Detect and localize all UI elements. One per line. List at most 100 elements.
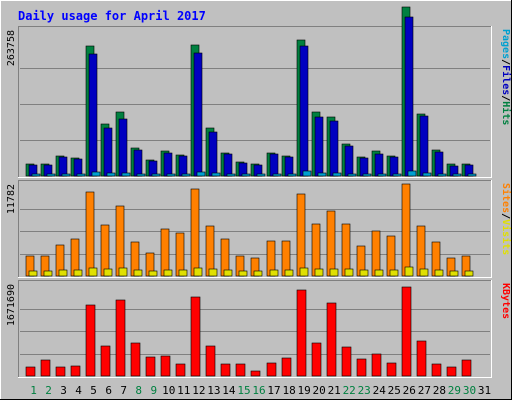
day-label-24: 24 [373, 384, 387, 397]
bar-visits-day-16 [253, 270, 263, 277]
bar-visits-day-1 [28, 270, 38, 277]
day-label-28: 28 [433, 384, 446, 397]
bar-visits-day-15 [238, 270, 248, 277]
chart-title: Daily usage for April 2017 [18, 9, 206, 23]
bar-files-day-8 [133, 149, 143, 177]
bar-sites-day-22 [341, 223, 351, 277]
bar-sites-day-27 [416, 225, 426, 277]
legend-entry: / [500, 95, 511, 101]
bar-kbytes-day-18 [281, 357, 292, 377]
day-label-5: 5 [90, 384, 97, 397]
legend-entry: KBytes [500, 283, 511, 319]
bar-pages-day-21 [332, 172, 342, 177]
legend-entry: Visits [500, 219, 512, 255]
bar-visits-day-10 [163, 269, 173, 277]
bar-pages-day-15 [241, 173, 251, 177]
bar-kbytes-day-14 [220, 363, 231, 377]
bar-kbytes-day-16 [250, 370, 261, 377]
bar-sites-day-12 [190, 188, 200, 277]
bar-visits-day-3 [58, 269, 68, 277]
bar-visits-day-24 [374, 269, 384, 277]
bar-kbytes-day-29 [446, 366, 457, 377]
bar-files-day-11 [178, 155, 188, 177]
bar-pages-day-19 [302, 170, 312, 177]
bar-pages-day-4 [76, 173, 86, 177]
bar-files-day-21 [329, 120, 339, 177]
bar-kbytes-day-24 [371, 353, 382, 377]
bar-kbytes-day-23 [356, 358, 367, 377]
bar-visits-day-18 [284, 269, 294, 277]
legend-entry: / [500, 213, 511, 219]
bar-kbytes-day-5 [85, 304, 96, 377]
bar-sites-day-13 [205, 225, 215, 277]
bar-files-day-12 [193, 52, 203, 177]
bar-kbytes-day-27 [416, 340, 427, 377]
bar-kbytes-day-26 [401, 286, 412, 377]
bar-kbytes-day-2 [40, 359, 51, 377]
day-label-1: 1 [30, 384, 37, 397]
bar-files-day-10 [163, 152, 173, 177]
bar-pages-day-6 [106, 172, 116, 177]
bar-pages-day-7 [121, 172, 131, 177]
bar-files-day-20 [314, 116, 324, 177]
bar-kbytes-day-21 [326, 302, 337, 377]
day-label-3: 3 [60, 384, 67, 397]
bar-files-day-24 [374, 153, 384, 177]
bar-kbytes-day-9 [145, 356, 156, 377]
bar-kbytes-day-4 [70, 365, 81, 377]
bar-visits-day-23 [359, 269, 369, 277]
kbytes-panel: 1671690 KBytes [6, 280, 511, 378]
bar-sites-day-21 [326, 210, 336, 277]
bar-pages-day-26 [407, 170, 417, 177]
legend-entry: Pages [500, 29, 511, 59]
bar-kbytes-day-19 [296, 289, 307, 377]
bar-files-day-19 [299, 45, 309, 177]
bar-visits-day-8 [133, 269, 143, 277]
bar-pages-day-25 [392, 173, 402, 177]
day-label-18: 18 [282, 384, 295, 397]
day-label-25: 25 [388, 384, 401, 397]
bar-files-day-22 [344, 145, 354, 177]
day-label-19: 19 [297, 384, 310, 397]
bar-kbytes-day-6 [100, 345, 111, 377]
bar-pages-day-28 [437, 173, 447, 177]
bar-visits-day-12 [193, 267, 203, 277]
legend: Sites/Visits [500, 183, 512, 255]
bar-files-day-23 [359, 157, 369, 177]
day-label-11: 11 [177, 384, 190, 397]
bar-files-day-6 [103, 127, 113, 177]
bar-pages-day-16 [256, 173, 266, 177]
kbytes-panel-frame [18, 280, 492, 378]
bar-files-day-17 [269, 153, 279, 177]
bar-visits-day-25 [389, 269, 399, 277]
bar-visits-day-13 [208, 268, 218, 277]
bar-sites-day-26 [401, 183, 411, 277]
bar-files-day-3 [58, 156, 68, 177]
day-label-26: 26 [403, 384, 416, 397]
bar-pages-day-14 [226, 173, 236, 177]
bar-visits-day-4 [73, 269, 83, 277]
bar-kbytes-day-1 [25, 366, 36, 377]
bar-kbytes-day-11 [175, 363, 186, 377]
bar-pages-day-12 [196, 171, 206, 177]
y-max-label: 1671690 [6, 284, 17, 326]
bar-visits-day-7 [118, 267, 128, 277]
bar-visits-day-5 [88, 267, 98, 277]
bar-pages-day-9 [151, 173, 161, 177]
bar-sites-day-24 [371, 230, 381, 277]
bar-kbytes-day-17 [266, 362, 277, 377]
bar-visits-day-27 [419, 268, 429, 277]
bar-files-day-18 [284, 156, 294, 177]
bar-visits-day-28 [434, 269, 444, 277]
day-axis: 1 2 3 4 5 6 7 8 9 10 11 12 13 14 15 16 17 18 19 20 21 22 23 24 2… [30, 384, 491, 397]
day-label-10: 10 [162, 384, 175, 397]
bar-kbytes-day-30 [461, 359, 472, 377]
legend-entry: Sites [500, 183, 512, 213]
legend-entry: Hits [500, 101, 512, 125]
day-label-13: 13 [207, 384, 220, 397]
day-label-12: 12 [192, 384, 205, 397]
bar-kbytes-day-28 [431, 363, 442, 377]
bar-pages-day-17 [272, 173, 282, 177]
y-max-label: 11782 [6, 184, 17, 214]
